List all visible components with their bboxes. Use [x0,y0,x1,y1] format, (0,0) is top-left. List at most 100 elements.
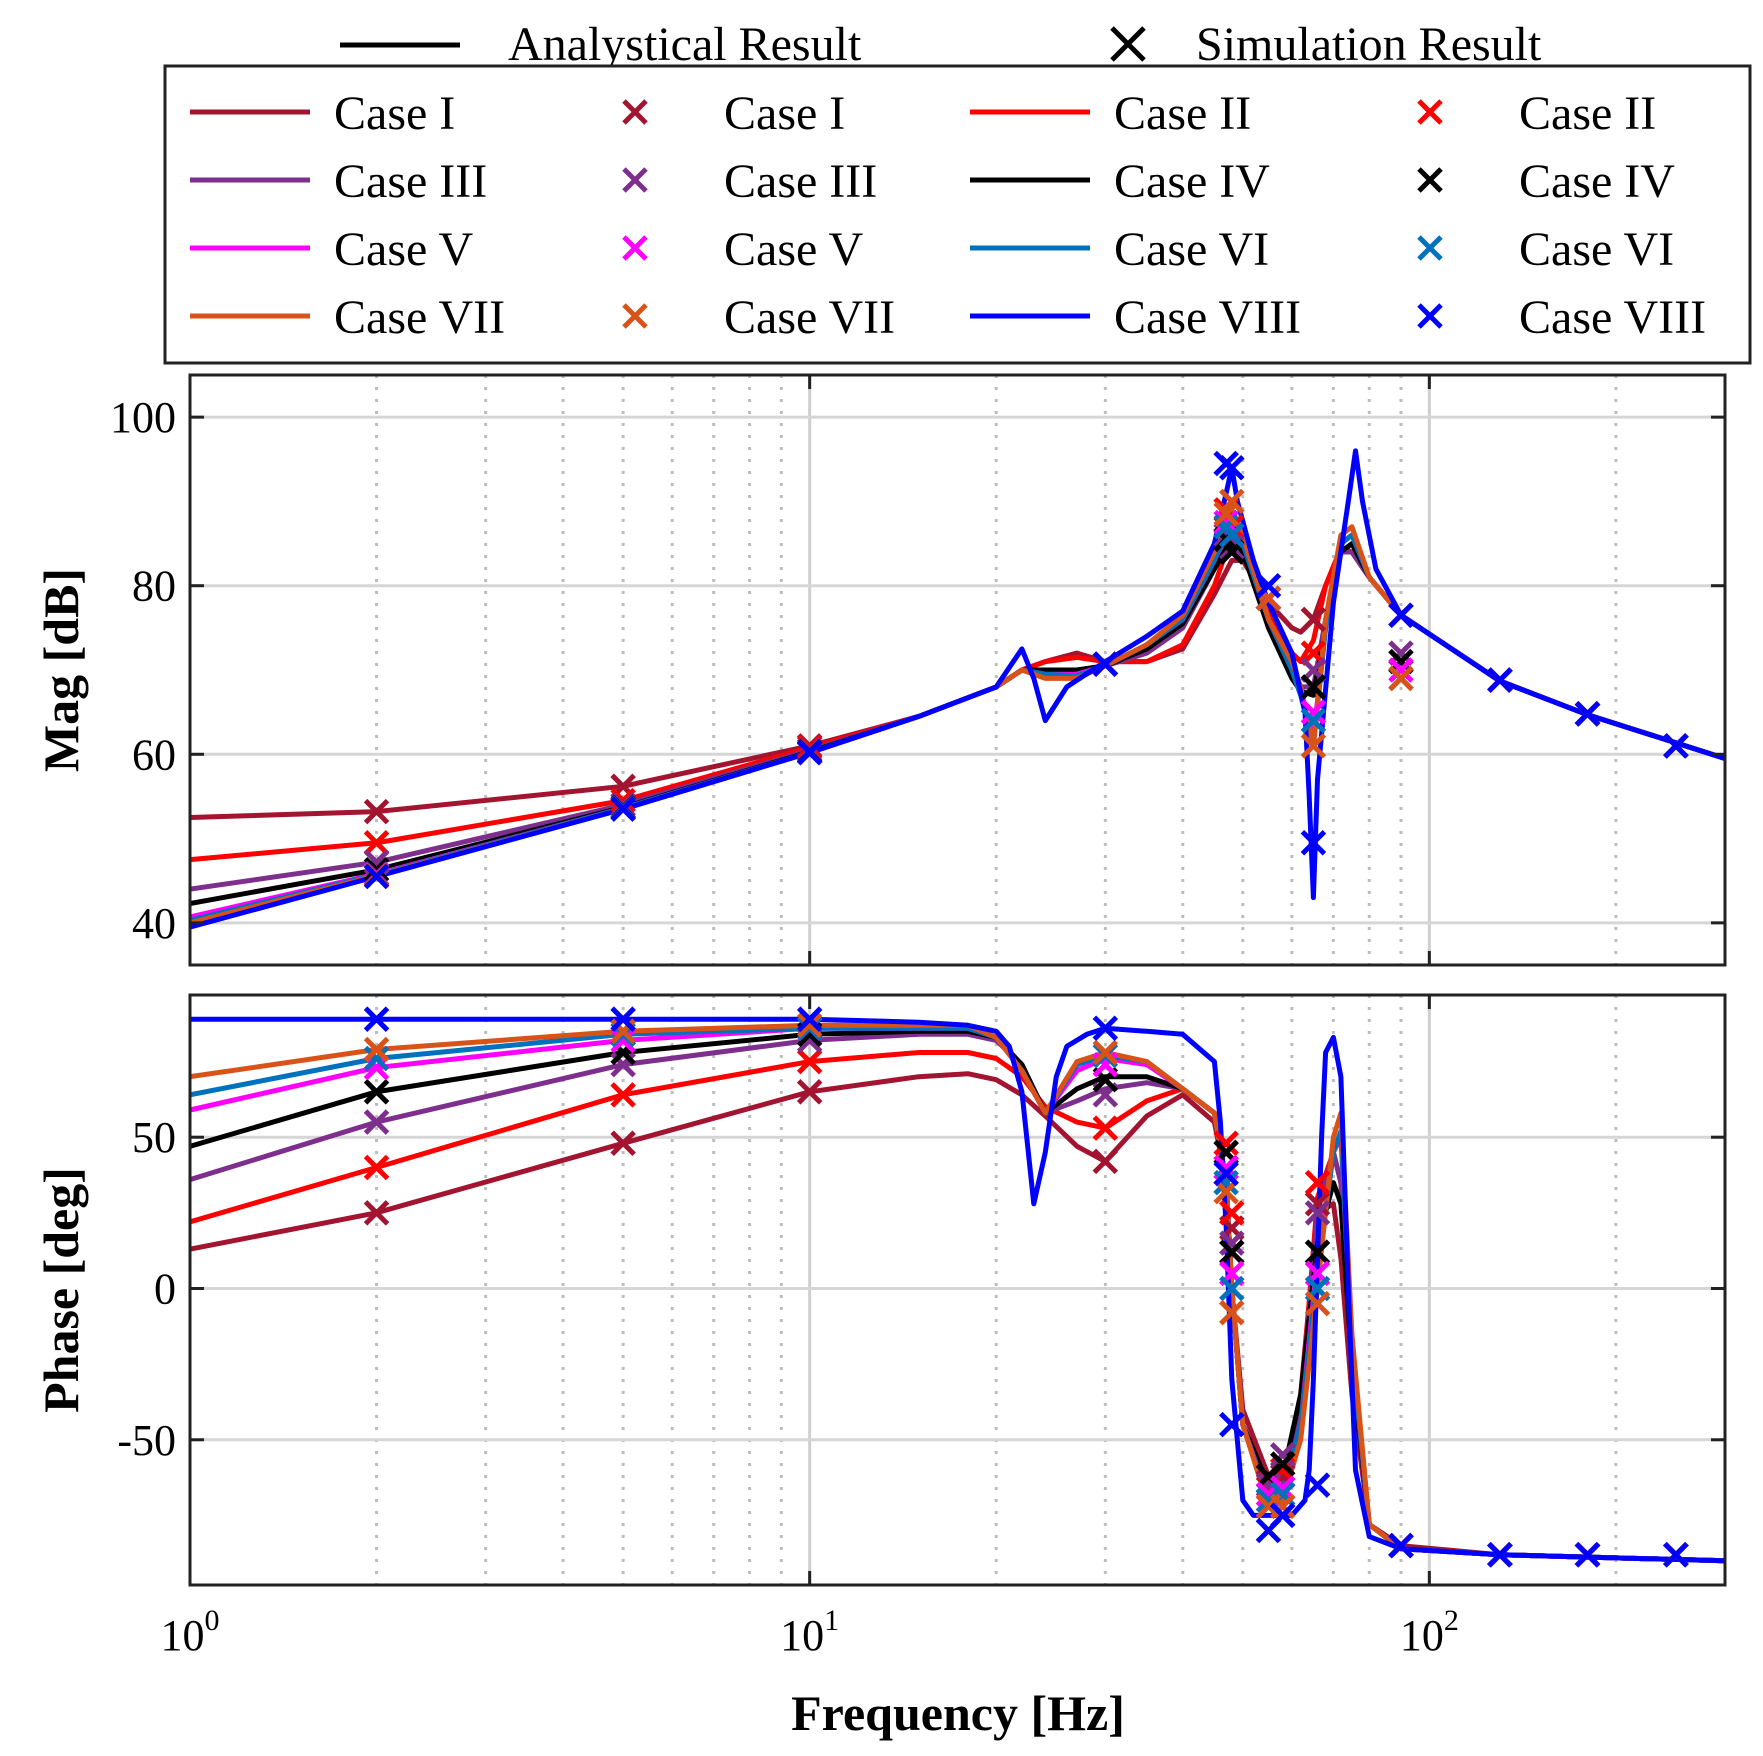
simulation-point [1219,1239,1245,1265]
simulation-point [1388,665,1414,692]
legend-entry-case-iii-line: Case III [190,155,487,208]
legend-entry-case-vi-marker: Case VI [1417,223,1674,276]
simulation-point [363,863,390,890]
legend-label: Case V [724,223,863,276]
simulation-point [1304,1472,1331,1498]
magnitude-grid [190,375,1727,965]
simulation-point [610,796,636,822]
simulation-point [1255,572,1282,599]
simulation-point [610,787,636,814]
legend-marker-swatch [622,235,648,261]
legend-entry-case-i-line: Case I [190,87,455,140]
simulation-point [363,1036,390,1063]
legend-entry-case-vi-line: Case VI [970,223,1269,276]
legend-marker-swatch [1417,235,1443,261]
simulation-point [610,1006,636,1032]
simulation-point [610,1027,636,1054]
simulation-point [1213,1160,1239,1187]
simulation-point [1219,1299,1245,1326]
simulation-point [1269,1502,1296,1529]
simulation-markers-case-viii [363,450,1689,890]
legend-entry-case-viii-line: Case VIII [970,291,1301,344]
legend-entry-case-vii-marker: Case VII [622,291,895,344]
simulation-point [796,739,823,766]
x-tick-label: 102 [1400,1604,1459,1660]
simulation-point [1092,1039,1119,1066]
simulation-point [1304,1191,1331,1217]
phase-plot-area [190,995,1725,1585]
simulation-point [363,1006,390,1032]
simulation-point [1574,701,1601,727]
x-tick-label: 101 [780,1604,839,1660]
legend-label: Case VI [1114,223,1269,276]
simulation-point [363,1109,390,1135]
simulation-point [1388,602,1414,628]
y-tick-label: 80 [132,562,176,611]
frequency-x-ticks: 100 101 102 [161,1604,1459,1660]
legend-entry-case-ii-marker: Case II [1417,87,1656,140]
magnitude-axes-frame [188,373,1727,967]
simulation-point [1304,1239,1331,1265]
y-tick-label: -50 [117,1416,176,1465]
simulation-point [1092,1148,1119,1175]
legend-entry-case-i-marker: Case I [622,87,845,140]
simulation-point [1663,733,1689,759]
simulation-point [1300,733,1327,759]
simulation-point [1213,509,1239,536]
y-tick-label: 100 [110,393,176,442]
simulation-point [1219,1275,1245,1302]
simulation-legend-label: Simulation Result [1196,18,1542,71]
y-tick-label: 60 [132,730,176,779]
simulation-point [1574,1541,1601,1568]
simulation-point [1092,651,1119,677]
legend-label: Case VI [1519,223,1674,276]
y-tick-label: 40 [132,899,176,948]
simulation-markers-case-viii [363,1006,1689,1568]
simulation-point [363,798,390,825]
y-tick-label: 0 [154,1264,176,1313]
phase-markers [363,1006,1689,1568]
legend-marker-swatch [622,167,648,193]
simulation-point [1304,1200,1331,1226]
legend-label: Case VII [334,291,505,344]
magnitude-markers [363,450,1689,890]
analytical-legend-label: Analystical Result [508,18,862,71]
legend-label: Case III [724,155,877,208]
simulation-point [1269,1451,1296,1477]
legend-label: Case VIII [1114,291,1301,344]
simulation-point [1219,1200,1245,1226]
simulation-point [1304,1290,1331,1317]
simulation-point [1269,1493,1296,1520]
magnitude-plot-area [190,375,1725,965]
simulation-point [1092,1015,1119,1042]
simulation-point [363,1200,390,1226]
simulation-point [1213,1130,1239,1157]
header-legend: Analystical Result Simulation Result [340,18,1542,71]
legend-label: Case I [724,87,845,140]
simulation-point [1300,606,1327,633]
simulation-point [1300,707,1327,734]
legend-entries: Case I Case I Case II Case II Case III Case I… [190,87,1706,344]
legend-marker-swatch [1417,167,1443,193]
legend-label: Case VII [724,291,895,344]
simulation-point [1388,1532,1414,1559]
legend-label: Case VIII [1519,291,1706,344]
legend-entry-case-v-line: Case V [190,223,473,276]
legend-label: Case II [1519,87,1656,140]
legend-label: Case IV [1114,155,1270,208]
legend-entry-case-viii-marker: Case VIII [1417,291,1706,344]
simulation-point [1304,1169,1331,1196]
simulation-point [610,1130,636,1157]
simulation-point [1219,522,1245,548]
legend-marker-swatch [1417,303,1443,329]
legend-label: Case V [334,223,473,276]
simulation-point [363,1045,390,1072]
simulation-point [610,1082,636,1108]
frequency-xlabel: Frequency [Hz] [791,1685,1125,1741]
simulation-point [363,1154,390,1181]
legend-entry-case-ii-line: Case II [970,87,1251,140]
legend-marker-swatch [622,99,648,125]
legend-entry-case-vii-line: Case VII [190,291,505,344]
phase-axes-frame [188,993,1727,1587]
